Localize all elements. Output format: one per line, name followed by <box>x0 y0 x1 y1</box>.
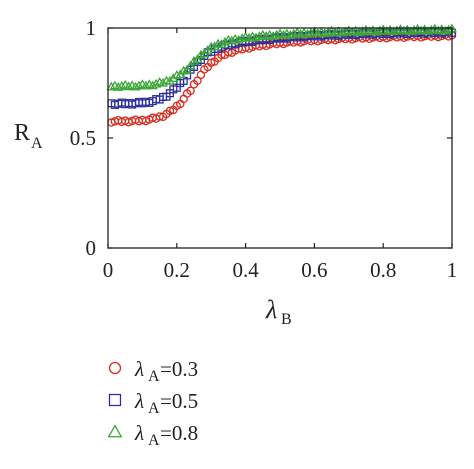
data-point <box>357 26 368 35</box>
data-point <box>186 86 195 96</box>
data-point <box>288 28 299 38</box>
data-point <box>388 26 399 36</box>
data-point <box>426 24 437 34</box>
data-point <box>116 80 127 90</box>
data-point <box>195 49 206 59</box>
legend-symbol: λ <box>134 421 144 445</box>
data-point <box>226 35 237 45</box>
data-point <box>416 25 427 35</box>
series-triangle <box>106 23 458 91</box>
axes-layer <box>107 27 453 249</box>
data-point <box>254 31 265 41</box>
data-point <box>443 24 454 34</box>
x-tick-label: 0.2 <box>164 258 190 282</box>
data-point <box>192 54 203 63</box>
data-point <box>133 80 144 90</box>
data-point <box>305 27 316 37</box>
legend-subscript: A <box>148 368 160 385</box>
data-point <box>295 28 306 38</box>
data-point <box>398 25 409 35</box>
plot-frame <box>107 27 453 249</box>
y-tick-label: 0 <box>86 236 97 260</box>
data-point <box>323 27 334 36</box>
data-point <box>216 39 227 48</box>
data-point <box>354 27 365 37</box>
y-axis-label-sub: A <box>31 135 43 152</box>
legend-marker-circle <box>108 361 122 375</box>
x-tick-label: 1 <box>447 258 458 282</box>
data-point <box>158 77 169 87</box>
data-point <box>302 29 313 38</box>
x-tick-label: 0 <box>103 258 114 282</box>
data-point <box>261 31 272 40</box>
legend-item: λ A =0.5 <box>108 389 198 417</box>
data-point <box>433 25 444 35</box>
data-point <box>440 25 451 35</box>
data-point <box>130 81 141 91</box>
legend-value: =0.5 <box>160 389 198 413</box>
ticks-layer: 0 0.2 0.4 0.6 0.8 1 0 0.5 1 <box>70 16 458 282</box>
data-point <box>123 81 134 91</box>
x-tick-label: 0.8 <box>370 258 396 282</box>
data-point <box>391 25 402 35</box>
data-point <box>140 80 151 90</box>
data-point <box>151 78 162 88</box>
legend-value: =0.8 <box>160 421 198 445</box>
data-point <box>147 80 158 90</box>
x-axis-label-symbol: λ <box>265 295 277 324</box>
data-point <box>278 29 289 39</box>
data-point <box>268 31 279 40</box>
data-point <box>178 65 189 75</box>
data-point <box>312 28 323 37</box>
data-point <box>347 26 358 36</box>
legend-symbol: λ <box>134 357 144 381</box>
x-axis-label-sub: B <box>281 311 292 328</box>
data-point <box>422 25 433 35</box>
data-point <box>271 29 282 39</box>
data-point <box>336 27 347 37</box>
data-point <box>285 30 296 39</box>
data-point <box>330 27 341 37</box>
data-point <box>319 28 330 38</box>
data-point <box>237 33 248 43</box>
data-point <box>374 25 385 35</box>
y-tick-label: 0.5 <box>70 126 96 150</box>
data-point <box>340 26 351 36</box>
data-point <box>244 32 255 42</box>
data-point <box>364 26 375 36</box>
legend-item: λ A =0.3 <box>108 357 198 385</box>
series-layer <box>106 23 458 127</box>
data-point <box>113 82 124 91</box>
legend-marker-square <box>108 393 122 407</box>
data-point <box>371 26 382 36</box>
data-point <box>106 81 117 91</box>
data-point <box>209 41 220 51</box>
data-point <box>185 60 196 70</box>
data-point <box>219 36 230 46</box>
legend-subscript: A <box>148 432 160 449</box>
data-point <box>188 55 200 65</box>
data-point <box>381 26 392 35</box>
legend-item: λ A =0.8 <box>107 421 198 449</box>
data-point <box>409 25 420 34</box>
legend: λ A =0.3λ A =0.5λ A =0.8 <box>107 357 198 449</box>
y-axis-label-main: R <box>14 120 30 146</box>
data-point <box>250 32 261 42</box>
data-point <box>405 26 416 36</box>
legend-value: =0.3 <box>160 357 198 381</box>
x-tick-label: 0.4 <box>232 258 259 282</box>
legend-marker-triangle <box>107 424 123 438</box>
data-point <box>171 70 182 79</box>
y-axis-label: R A <box>14 120 43 152</box>
data-point <box>233 34 244 44</box>
legend-symbol: λ <box>134 389 144 413</box>
legend-subscript: A <box>148 400 160 417</box>
data-point <box>165 106 175 116</box>
x-axis-label: λ B <box>265 295 292 328</box>
x-tick-label: 0.6 <box>301 258 327 282</box>
y-tick-label: 1 <box>86 16 97 40</box>
